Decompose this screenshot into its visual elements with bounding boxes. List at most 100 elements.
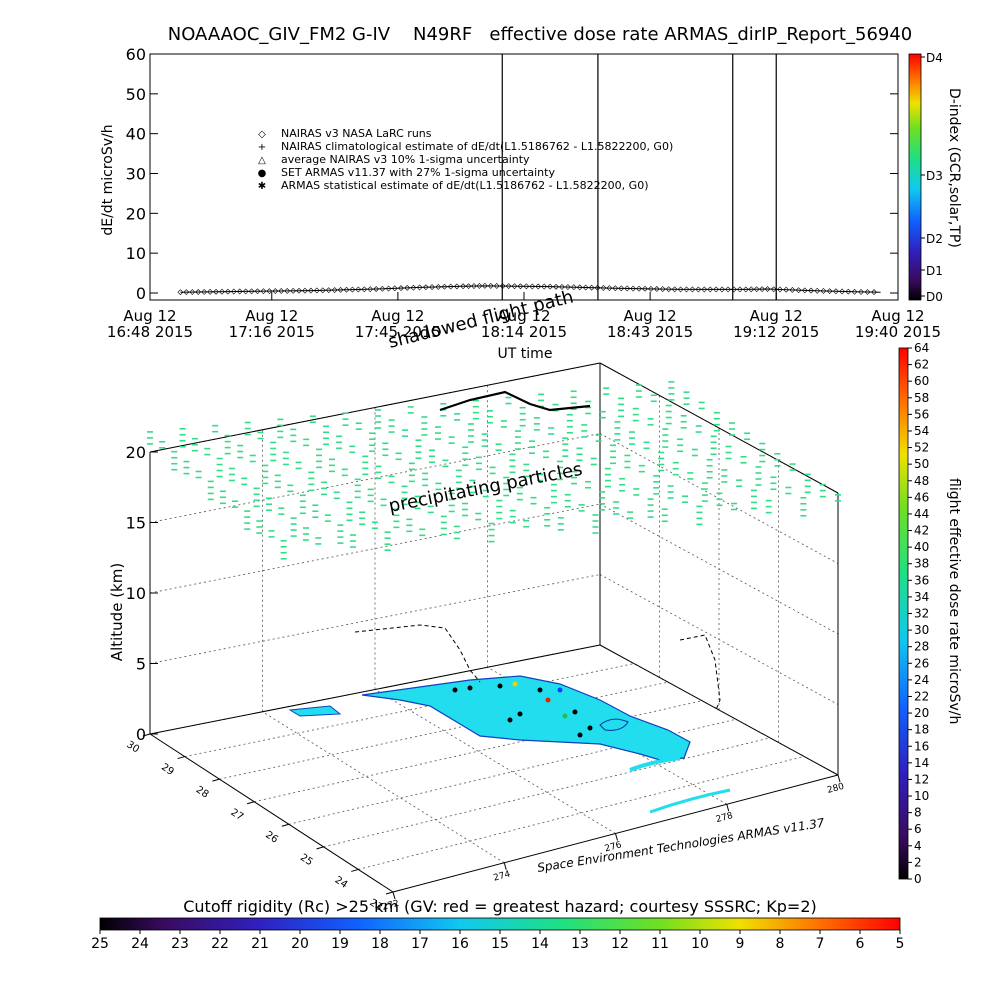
colorbar-tick-label: 2 [914, 855, 922, 869]
legend-label: NAIRAS climatological estimate of dE/dt(… [281, 140, 673, 153]
series-point [278, 288, 285, 294]
colorbar-tick-label: 26 [914, 656, 929, 670]
x-tick-date-label: Aug 12 [497, 307, 550, 325]
flight-sample-marker [517, 711, 523, 717]
series-point [230, 288, 237, 295]
flight-sample-marker [577, 732, 583, 738]
latitude-tick-label: 28 [194, 784, 211, 800]
x-tick-time-label: 17:16 2015 [229, 323, 315, 341]
flight-sample-marker [562, 713, 568, 719]
rigidity-tick-label: 12 [611, 936, 629, 952]
series-point [373, 286, 380, 292]
rigidity-tick-label: 23 [171, 936, 189, 952]
series-point [254, 288, 261, 295]
box-edge [599, 644, 839, 776]
series-point [826, 288, 833, 295]
x-tick-date-label: Aug 12 [750, 307, 803, 325]
dose-rate-colorbar-gradient [898, 347, 909, 880]
colorbar-tick-label: 10 [914, 789, 929, 803]
series-point [302, 287, 308, 294]
rigidity-tick-label: 15 [491, 936, 509, 952]
series-point [465, 283, 472, 290]
colorbar-tick-label: 20 [914, 706, 929, 720]
series-point [748, 286, 755, 293]
rigidity-tick-label: 22 [211, 936, 229, 952]
cutoff-rigidity-colorbar: Cutoff rigidity (Rc) >25 km (GV: red = g… [91, 897, 904, 952]
latitude-tick [247, 801, 255, 805]
grid-line [149, 574, 601, 664]
series-point [689, 286, 696, 293]
rigidity-tick-label: 14 [531, 936, 549, 952]
series-point [783, 286, 790, 293]
series-point [671, 286, 678, 293]
series-point [183, 289, 190, 296]
series-point [618, 285, 625, 292]
series-point [189, 289, 196, 295]
flight-sample-marker [537, 687, 543, 693]
latitude-tick [385, 891, 394, 895]
series-point [404, 284, 411, 291]
series-point [764, 286, 771, 292]
series-point [832, 288, 839, 295]
rigidity-tick-label: 7 [816, 936, 825, 952]
flight-sample-marker [467, 685, 473, 691]
latitude-tick [281, 823, 289, 827]
land-region [288, 705, 342, 717]
series-point [820, 288, 827, 294]
terrain-map [288, 675, 731, 814]
flight-sample-marker [512, 681, 518, 687]
series-point [391, 285, 398, 292]
series-point [851, 288, 858, 295]
dindex-tick-label: D4 [926, 51, 943, 65]
rigidity-tick-label: 10 [691, 936, 709, 952]
flight-sample-marker [587, 725, 593, 731]
longitude-tick-label: 278 [715, 811, 734, 825]
series-point [770, 286, 777, 293]
series-point [213, 288, 219, 295]
flight-sample-marker [497, 683, 503, 689]
series-point [665, 286, 672, 293]
y-tick-label: 40 [126, 125, 146, 144]
series-point [683, 286, 690, 293]
x-tick-time-label: 17:45 2015 [355, 323, 441, 341]
series-point [553, 283, 559, 290]
longitude-axis: 272 274 276 278 280 [381, 774, 846, 913]
colorbar-tick-label: 30 [914, 623, 929, 637]
series-point [266, 288, 273, 295]
colorbar-tick-label: 42 [914, 524, 929, 538]
series-point [499, 283, 506, 289]
timeseries-y-label: dE/dt microSv/h [100, 124, 116, 235]
series-point [541, 283, 548, 290]
x-tick-date-label: Aug 12 [871, 307, 924, 325]
colorbar-tick-label: 0 [914, 872, 922, 886]
flight-sample-marker [557, 687, 563, 693]
legend-symbol: ✱ [258, 181, 266, 192]
latitude-tick [351, 868, 359, 872]
x-tick-date-label: Aug 12 [371, 307, 424, 325]
series-point [653, 286, 660, 292]
box-edge [149, 362, 601, 453]
series-point [447, 283, 454, 290]
legend-symbol: △ [258, 155, 266, 166]
longitude-tick [837, 774, 841, 783]
series-point [284, 287, 291, 294]
series-point [547, 283, 554, 290]
rigidity-tick-label: 24 [131, 936, 149, 952]
series-point [195, 289, 202, 295]
altitude-axis: 0 5 10 15 20 [126, 443, 158, 744]
series-point [343, 286, 350, 293]
keys [629, 756, 681, 772]
series-point [535, 283, 542, 290]
keys [649, 788, 731, 814]
x-tick-time-label: 19:40 2015 [855, 323, 941, 341]
series-point [559, 283, 565, 290]
series-point [759, 286, 766, 293]
box-edge [149, 733, 394, 893]
y-tick-label: 20 [126, 204, 146, 223]
series-point [410, 284, 417, 291]
latitude-tick [177, 756, 185, 760]
timeseries-series [177, 282, 881, 296]
flight-sample-marker [507, 717, 513, 723]
